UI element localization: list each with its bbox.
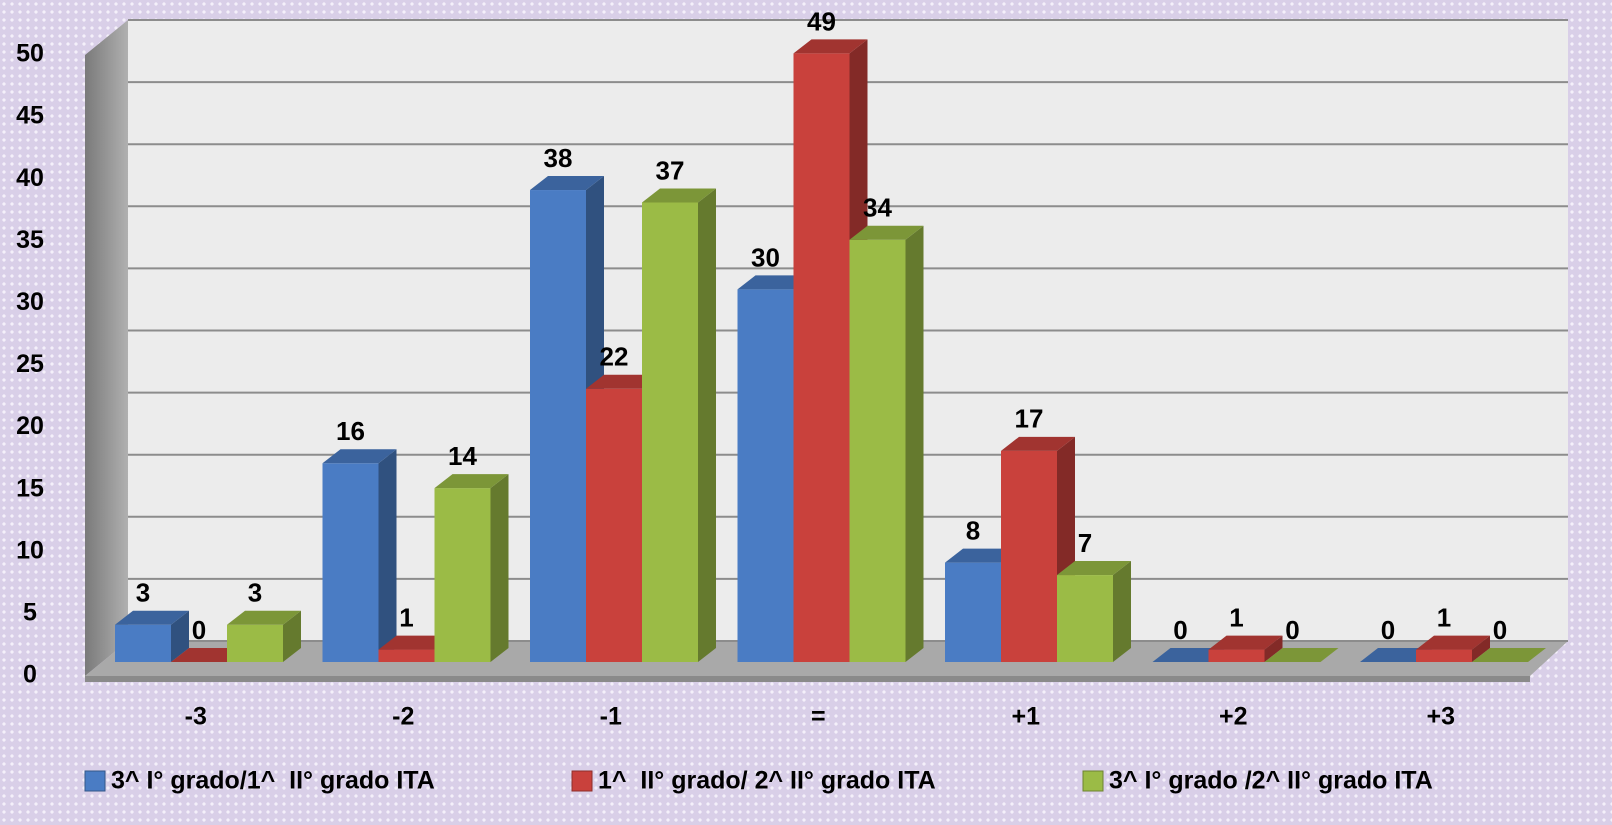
bar-top [378, 635, 453, 650]
bar-top [1360, 648, 1434, 662]
value-label: 1 [399, 602, 413, 632]
bar-top [1472, 648, 1546, 662]
value-label: 7 [1078, 528, 1092, 558]
value-label: 16 [336, 416, 365, 446]
bar-top [434, 474, 509, 489]
bar [945, 562, 1001, 662]
bar-side [490, 474, 509, 662]
y-tick-label: 5 [23, 599, 37, 627]
y-tick-label: 25 [16, 350, 44, 378]
bar-top [227, 610, 301, 625]
y-tick-label: 0 [23, 661, 37, 689]
value-label: 49 [807, 6, 836, 36]
bar [322, 463, 379, 662]
bar-top [1057, 561, 1131, 576]
x-tick-label: -3 [185, 703, 207, 731]
y-tick-label: 35 [16, 226, 44, 254]
x-tick-label: = [811, 703, 826, 731]
y-tick-label: 10 [16, 536, 44, 564]
bar-top [530, 176, 604, 191]
bar [530, 190, 586, 663]
bar-top [849, 225, 924, 240]
legend-swatch [1082, 770, 1104, 792]
bar-side [698, 188, 716, 662]
bar-top [945, 548, 1019, 563]
bar [115, 624, 171, 662]
bar-top [115, 610, 189, 625]
bar-side [171, 610, 189, 662]
value-label: 14 [448, 441, 477, 471]
bar [378, 649, 435, 662]
bar-side [1264, 635, 1283, 662]
legend-label: 1^ II° grado/ 2^ II° grado ITA [598, 767, 936, 795]
value-label: 8 [966, 516, 980, 546]
y-tick-label: 50 [16, 40, 44, 68]
value-label: 17 [1015, 404, 1044, 434]
x-tick-label: +1 [1011, 703, 1040, 731]
value-label: 38 [544, 143, 573, 173]
bar-side [283, 610, 301, 662]
x-tick-label: +2 [1219, 703, 1248, 731]
y-tick-label: 30 [16, 288, 44, 316]
legend-swatch [571, 770, 593, 792]
floor-edge [85, 676, 1530, 682]
value-label: 1 [1437, 602, 1451, 632]
legend-label: 3^ I° grado/1^ II° grado ITA [111, 767, 435, 795]
value-label: 0 [1381, 615, 1395, 645]
bar-side [905, 225, 924, 662]
bar [1208, 649, 1265, 662]
bar-top [793, 39, 868, 54]
bar [849, 239, 906, 662]
bar-top [1264, 648, 1339, 662]
value-label: 22 [600, 342, 629, 372]
bar [642, 202, 698, 662]
side-wall [85, 20, 128, 676]
bar [737, 289, 794, 662]
bar-top [642, 188, 716, 203]
bar-top [737, 275, 812, 290]
bar-top [1416, 635, 1490, 650]
value-label: 3 [248, 578, 262, 608]
y-tick-label: 40 [16, 164, 44, 192]
bar [434, 488, 491, 662]
bar-side [378, 449, 397, 662]
x-tick-label: -2 [392, 703, 414, 731]
x-tick-label: +3 [1426, 703, 1455, 731]
y-tick-label: 45 [16, 102, 44, 130]
value-label: 30 [751, 242, 780, 272]
bar-top [1152, 648, 1227, 662]
x-tick-label: -1 [600, 703, 622, 731]
bar-top [171, 648, 245, 662]
bar [586, 388, 642, 662]
legend-label: 3^ I° grado /2^ II° grado ITA [1109, 767, 1433, 795]
bar [1057, 575, 1113, 662]
value-label: 0 [1493, 615, 1507, 645]
legend-swatch [84, 770, 106, 792]
bar-top [1208, 635, 1283, 650]
bar [1001, 450, 1057, 662]
bar-top [322, 449, 397, 464]
value-label: 0 [192, 615, 206, 645]
bar [227, 624, 283, 662]
value-label: 3 [136, 578, 150, 608]
y-tick-label: 20 [16, 412, 44, 440]
bar-side [1472, 635, 1490, 662]
value-label: 0 [1173, 615, 1187, 645]
value-label: 1 [1229, 602, 1243, 632]
bar [793, 53, 850, 663]
value-label: 37 [656, 155, 685, 185]
value-label: 34 [863, 193, 892, 223]
bar-top [1001, 436, 1075, 451]
value-label: 0 [1285, 615, 1299, 645]
bar-top [586, 374, 660, 389]
bar-side [1113, 561, 1131, 662]
y-tick-label: 15 [16, 474, 44, 502]
bar [1416, 649, 1472, 662]
